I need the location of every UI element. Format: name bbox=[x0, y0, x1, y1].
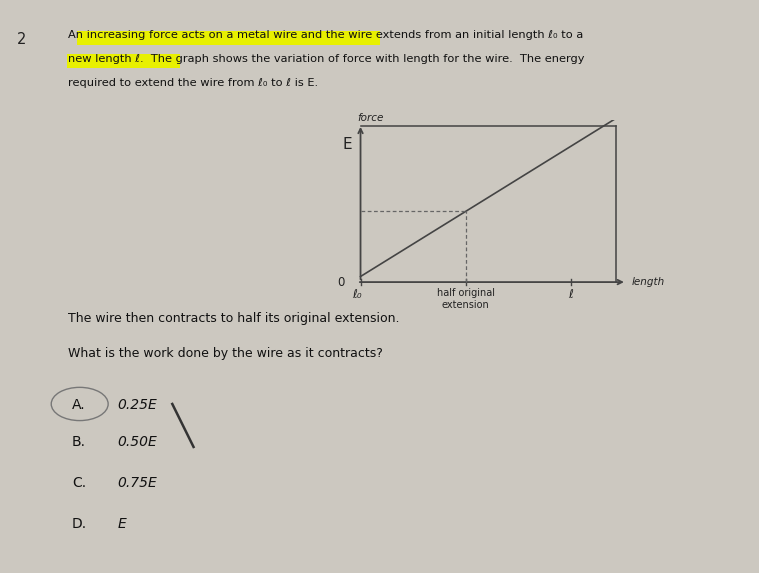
Text: B.: B. bbox=[72, 435, 86, 449]
Text: An increasing force acts on a metal wire and the wire extends from an initial le: An increasing force acts on a metal wire… bbox=[68, 30, 584, 40]
Text: 0.75E: 0.75E bbox=[118, 476, 157, 489]
Text: half original
extension: half original extension bbox=[436, 288, 495, 310]
FancyBboxPatch shape bbox=[67, 54, 180, 68]
Text: What is the work done by the wire as it contracts?: What is the work done by the wire as it … bbox=[68, 347, 383, 360]
Text: D.: D. bbox=[72, 517, 87, 531]
Text: new length ℓ.  The graph shows the variation of force with length for the wire. : new length ℓ. The graph shows the variat… bbox=[68, 54, 585, 64]
Text: force: force bbox=[357, 113, 383, 123]
Text: 0.50E: 0.50E bbox=[118, 435, 157, 449]
FancyBboxPatch shape bbox=[77, 31, 380, 45]
Text: The wire then contracts to half its original extension.: The wire then contracts to half its orig… bbox=[68, 312, 400, 325]
Text: length: length bbox=[631, 277, 665, 287]
Text: 2: 2 bbox=[17, 32, 26, 46]
Text: E: E bbox=[118, 517, 127, 531]
Text: C.: C. bbox=[72, 476, 87, 489]
Text: required to extend the wire from ℓ₀ to ℓ is E.: required to extend the wire from ℓ₀ to ℓ… bbox=[68, 78, 319, 88]
Text: 0: 0 bbox=[338, 276, 345, 289]
Text: A.: A. bbox=[72, 398, 86, 412]
Text: E: E bbox=[342, 137, 352, 152]
Text: 0.25E: 0.25E bbox=[118, 398, 157, 412]
Text: ℓ₀: ℓ₀ bbox=[352, 288, 362, 301]
Text: ℓ: ℓ bbox=[568, 288, 573, 301]
